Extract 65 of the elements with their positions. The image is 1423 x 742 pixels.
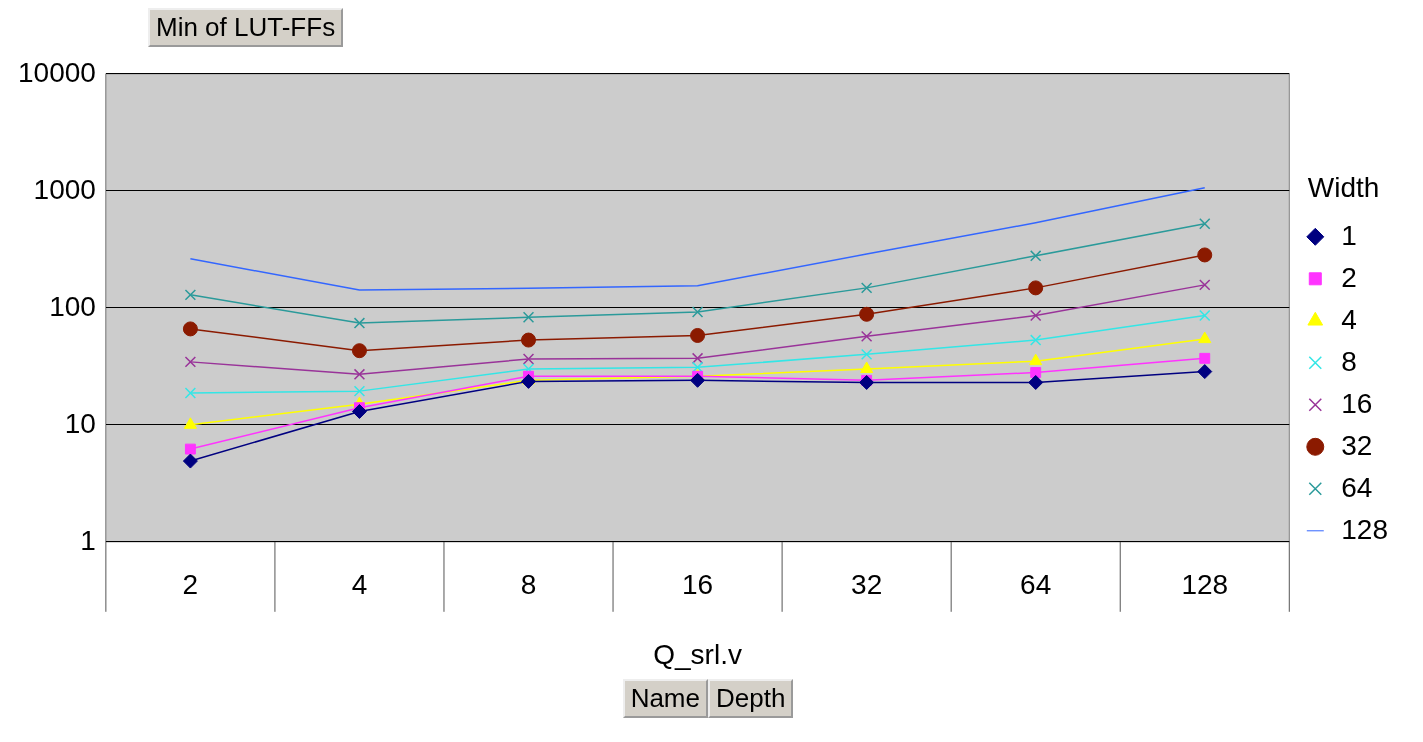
point xyxy=(522,311,535,323)
y-tick-label: 1 xyxy=(80,524,96,556)
point xyxy=(859,374,875,390)
legend-label: 128 xyxy=(1341,513,1388,545)
point xyxy=(690,327,706,343)
x-axis-title: Q_srl.v xyxy=(653,638,742,670)
x-tick-label: 4 xyxy=(351,569,368,601)
point xyxy=(860,361,874,373)
point xyxy=(183,417,197,429)
point xyxy=(522,353,535,365)
x-tick-label: 64 xyxy=(1020,569,1052,601)
x-tick-label: 32 xyxy=(851,569,883,601)
y-tick-label: 1000 xyxy=(33,173,96,205)
legend-label: 64 xyxy=(1341,471,1373,503)
point xyxy=(1029,353,1043,366)
legend-label: 2 xyxy=(1341,261,1357,293)
point xyxy=(1030,367,1042,378)
point xyxy=(351,403,367,419)
point xyxy=(1028,374,1044,390)
y-tick-label: 100 xyxy=(49,290,96,322)
point xyxy=(1029,250,1042,262)
point xyxy=(691,352,704,365)
point xyxy=(351,343,367,359)
legend-label: 1 xyxy=(1341,219,1357,251)
point xyxy=(353,368,366,381)
point xyxy=(1029,309,1042,322)
point xyxy=(184,443,196,455)
point xyxy=(1028,280,1044,296)
point xyxy=(184,289,197,301)
point xyxy=(182,453,198,469)
y-tick-label: 10000 xyxy=(17,56,96,88)
y-tick-label: 10 xyxy=(64,407,96,439)
point xyxy=(1199,309,1211,322)
point xyxy=(690,372,706,388)
text: Depth xyxy=(707,679,794,718)
x-tick-label: 2 xyxy=(182,569,199,601)
point xyxy=(1197,247,1213,263)
point xyxy=(1199,218,1211,230)
legend-title: Width xyxy=(1307,171,1380,203)
point xyxy=(1199,352,1211,364)
point xyxy=(1198,331,1212,344)
x-tick-label: 16 xyxy=(681,569,714,601)
point xyxy=(184,356,197,368)
point xyxy=(860,348,873,361)
point xyxy=(1199,279,1211,291)
chart-title: Min of LUT-FFs xyxy=(148,8,344,47)
legend-label: 4 xyxy=(1341,303,1357,335)
legend-label: 8 xyxy=(1341,345,1357,377)
point xyxy=(353,317,366,329)
point xyxy=(859,306,875,322)
point xyxy=(1029,334,1042,346)
point xyxy=(521,332,537,348)
point xyxy=(691,306,704,318)
point xyxy=(184,387,197,399)
legend-label: 16 xyxy=(1341,387,1373,419)
point xyxy=(860,282,873,294)
point xyxy=(521,373,537,389)
x-tick-label: 8 xyxy=(520,569,537,601)
point xyxy=(1197,364,1213,380)
x-tick-label: 128 xyxy=(1181,569,1229,601)
legend-label: 32 xyxy=(1341,429,1373,461)
point xyxy=(860,330,873,343)
text: Name xyxy=(622,679,708,718)
point xyxy=(182,321,198,337)
point xyxy=(353,385,366,397)
